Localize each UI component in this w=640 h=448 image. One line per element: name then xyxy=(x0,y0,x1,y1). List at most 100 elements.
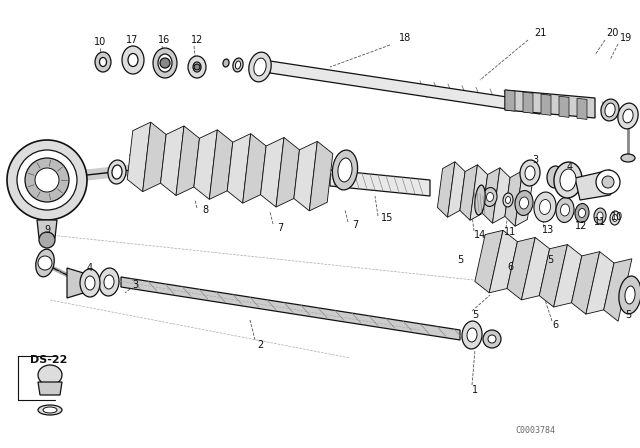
Ellipse shape xyxy=(579,208,586,217)
Polygon shape xyxy=(67,268,90,298)
Polygon shape xyxy=(505,90,595,118)
Ellipse shape xyxy=(488,335,496,343)
Text: DS-22: DS-22 xyxy=(30,355,67,365)
Ellipse shape xyxy=(520,160,540,186)
Text: 5: 5 xyxy=(472,310,478,320)
Text: 3: 3 xyxy=(532,155,538,165)
Text: 8: 8 xyxy=(202,205,208,215)
Polygon shape xyxy=(38,382,62,395)
Ellipse shape xyxy=(506,197,511,203)
Polygon shape xyxy=(470,165,488,220)
Text: 19: 19 xyxy=(620,33,632,43)
Ellipse shape xyxy=(128,53,138,66)
Ellipse shape xyxy=(43,407,57,413)
Ellipse shape xyxy=(601,99,619,121)
Ellipse shape xyxy=(193,62,201,72)
Ellipse shape xyxy=(625,286,635,304)
Circle shape xyxy=(17,150,77,210)
Polygon shape xyxy=(127,122,150,192)
Polygon shape xyxy=(209,130,233,199)
Polygon shape xyxy=(309,141,333,211)
Polygon shape xyxy=(194,130,218,199)
Ellipse shape xyxy=(223,59,229,67)
Polygon shape xyxy=(489,230,517,293)
Ellipse shape xyxy=(153,48,177,78)
Text: 12: 12 xyxy=(575,221,587,231)
Polygon shape xyxy=(460,165,477,220)
Text: 2: 2 xyxy=(257,340,263,350)
Text: 21: 21 xyxy=(534,28,546,38)
Polygon shape xyxy=(572,252,600,314)
Ellipse shape xyxy=(36,249,54,277)
Polygon shape xyxy=(522,237,550,300)
Ellipse shape xyxy=(486,193,493,202)
Ellipse shape xyxy=(520,197,529,209)
Ellipse shape xyxy=(597,212,603,220)
Polygon shape xyxy=(523,92,533,113)
Ellipse shape xyxy=(525,166,535,180)
Ellipse shape xyxy=(534,192,556,222)
Circle shape xyxy=(160,58,170,68)
Ellipse shape xyxy=(540,199,550,215)
Ellipse shape xyxy=(249,52,271,82)
Text: 7: 7 xyxy=(277,223,283,233)
Polygon shape xyxy=(176,126,200,195)
Text: C0003784: C0003784 xyxy=(515,426,555,435)
Ellipse shape xyxy=(158,54,172,72)
Polygon shape xyxy=(493,168,510,223)
Ellipse shape xyxy=(332,150,358,190)
Text: 18: 18 xyxy=(399,33,411,43)
Circle shape xyxy=(596,170,620,194)
Ellipse shape xyxy=(122,46,144,74)
Polygon shape xyxy=(577,98,587,120)
Text: 5: 5 xyxy=(547,255,553,265)
Polygon shape xyxy=(515,171,532,226)
Polygon shape xyxy=(604,259,632,321)
Polygon shape xyxy=(586,252,614,314)
Text: 17: 17 xyxy=(126,35,138,45)
Ellipse shape xyxy=(547,166,563,188)
Polygon shape xyxy=(554,245,582,307)
Ellipse shape xyxy=(594,208,606,224)
Ellipse shape xyxy=(338,158,352,182)
Polygon shape xyxy=(541,94,551,115)
Text: 5: 5 xyxy=(625,310,631,320)
Text: 6: 6 xyxy=(507,262,513,272)
Circle shape xyxy=(38,256,52,270)
Ellipse shape xyxy=(108,160,126,184)
Text: 11: 11 xyxy=(504,227,516,237)
Ellipse shape xyxy=(80,269,100,297)
Ellipse shape xyxy=(95,52,111,72)
Ellipse shape xyxy=(104,275,114,289)
Ellipse shape xyxy=(483,330,501,348)
Text: 3: 3 xyxy=(132,280,138,290)
Text: 6: 6 xyxy=(552,320,558,330)
Polygon shape xyxy=(294,141,317,211)
Ellipse shape xyxy=(560,169,576,191)
Ellipse shape xyxy=(618,103,638,129)
Polygon shape xyxy=(505,171,522,226)
Text: 10: 10 xyxy=(611,212,623,222)
Ellipse shape xyxy=(254,58,266,76)
Ellipse shape xyxy=(503,193,513,207)
Polygon shape xyxy=(276,138,300,207)
Ellipse shape xyxy=(619,276,640,314)
Ellipse shape xyxy=(575,203,589,223)
Polygon shape xyxy=(243,134,266,203)
Ellipse shape xyxy=(85,276,95,290)
Ellipse shape xyxy=(462,321,482,349)
Ellipse shape xyxy=(236,61,241,69)
Text: 4: 4 xyxy=(567,162,573,172)
Ellipse shape xyxy=(475,185,485,215)
Text: 1: 1 xyxy=(472,385,478,395)
Circle shape xyxy=(602,176,614,188)
Text: 12: 12 xyxy=(191,35,203,45)
Polygon shape xyxy=(260,138,284,207)
Polygon shape xyxy=(37,220,57,238)
Polygon shape xyxy=(447,162,465,217)
Text: 15: 15 xyxy=(381,213,393,223)
Circle shape xyxy=(35,168,59,192)
Polygon shape xyxy=(121,277,460,340)
Circle shape xyxy=(25,158,69,202)
Ellipse shape xyxy=(561,204,570,216)
